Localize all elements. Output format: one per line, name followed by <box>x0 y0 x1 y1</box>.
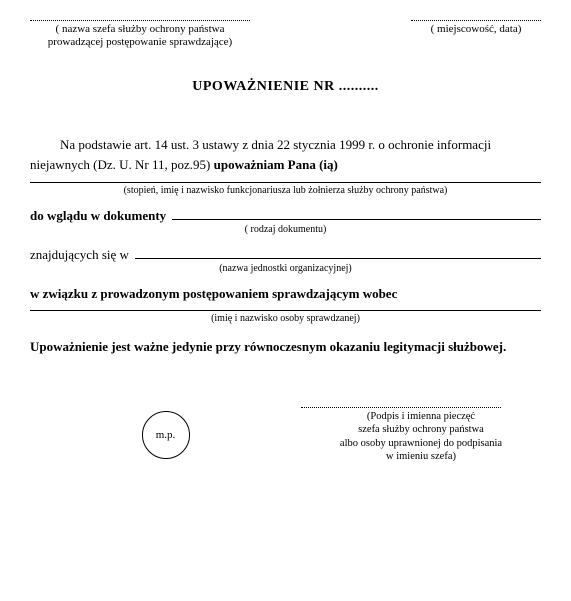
sig-caption-4: w imieniu szefa) <box>301 450 541 464</box>
footer-row: m.p. (Podpis i imienna pieczęć szefa słu… <box>30 407 541 465</box>
title-dots: .......... <box>339 79 379 94</box>
dotted-line <box>301 407 501 408</box>
row-znajd-label: znajdujących się w <box>30 247 135 263</box>
row-wglad-caption: ( rodzaj dokumentu) <box>30 224 541 235</box>
header-left-caption-1: ( nazwa szefa służby ochrony państwa <box>30 23 250 36</box>
stamp-circle: m.p. <box>142 411 190 459</box>
signature-area: (Podpis i imienna pieczęć szefa służby o… <box>301 407 541 465</box>
sig-caption-1: (Podpis i imienna pieczęć <box>301 410 541 424</box>
row-wglad-label: do wglądu w dokumenty <box>30 208 172 224</box>
functionary-caption: (stopień, imię i nazwisko funkcjonariusz… <box>30 185 541 196</box>
sig-caption-2: szefa służby ochrony państwa <box>301 423 541 437</box>
document-title: UPOWAŻNIENIE NR .......... <box>30 79 541 95</box>
intro-paragraph: Na podstawie art. 14 ust. 3 ustawy z dni… <box>30 135 541 174</box>
title-text: UPOWAŻNIENIE NR <box>192 79 334 94</box>
row-zwiazek-label: w związku z prowadzonym postępowaniem sp… <box>30 286 541 302</box>
fill-line <box>30 310 541 311</box>
stamp-area: m.p. <box>30 411 301 459</box>
row-wglad: do wglądu w dokumenty <box>30 208 541 224</box>
fill-line <box>172 208 541 220</box>
header-right-caption: ( miejscowość, data) <box>411 23 541 36</box>
header-left-caption-2: prowadzącej postępowanie sprawdzające) <box>30 36 250 49</box>
header-left: ( nazwa szefa służby ochrony państwa pro… <box>30 20 250 49</box>
header-right: ( miejscowość, data) <box>411 20 541 49</box>
row-znajd: znajdujących się w <box>30 247 541 263</box>
dotted-line <box>411 20 541 21</box>
stamp-label: m.p. <box>156 429 176 441</box>
fill-line <box>135 247 541 259</box>
person-caption: (imię i nazwisko osoby sprawdzanej) <box>30 313 541 324</box>
validity-statement: Upoważnienie jest ważne jedynie przy rów… <box>30 338 541 356</box>
intro-bold: upoważniam Pana (ią) <box>214 157 338 172</box>
sig-caption-3: albo osoby uprawnionej do podpisania <box>301 437 541 451</box>
dotted-line <box>30 20 250 21</box>
fill-line <box>30 182 541 183</box>
header-row: ( nazwa szefa służby ochrony państwa pro… <box>30 20 541 49</box>
row-znajd-caption: (nazwa jednostki organizacyjnej) <box>30 263 541 274</box>
